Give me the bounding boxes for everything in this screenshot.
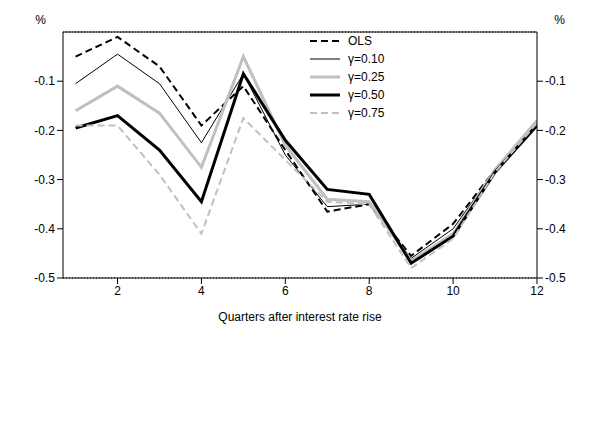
svg-text:Quarters after interest rate r: Quarters after interest rate rise bbox=[218, 310, 382, 324]
svg-text:-0.4: -0.4 bbox=[34, 222, 55, 236]
svg-text:-0.1: -0.1 bbox=[545, 74, 566, 88]
svg-text:-0.1: -0.1 bbox=[34, 74, 55, 88]
svg-text:10: 10 bbox=[446, 284, 460, 298]
svg-text:-0.3: -0.3 bbox=[34, 173, 55, 187]
svg-text:-0.5: -0.5 bbox=[34, 271, 55, 285]
svg-text:8: 8 bbox=[366, 284, 373, 298]
html-text:γ=0.25: γ=0.25 bbox=[348, 70, 385, 84]
svg-text:-0.4: -0.4 bbox=[545, 222, 566, 236]
svg-text:2: 2 bbox=[114, 284, 121, 298]
svg-text:12: 12 bbox=[530, 284, 544, 298]
html-text:OLS: OLS bbox=[348, 34, 372, 48]
html-text:γ=0.50: γ=0.50 bbox=[348, 88, 385, 102]
svg-text:-0.2: -0.2 bbox=[34, 124, 55, 138]
svg-text:%: % bbox=[35, 13, 46, 27]
svg-text:6: 6 bbox=[282, 284, 289, 298]
svg-text:4: 4 bbox=[198, 284, 205, 298]
svg-text:-0.5: -0.5 bbox=[545, 271, 566, 285]
svg-text:-0.2: -0.2 bbox=[545, 124, 566, 138]
svg-text:-0.3: -0.3 bbox=[545, 173, 566, 187]
html-text:γ=0.10: γ=0.10 bbox=[348, 52, 385, 66]
html-text:γ=0.75: γ=0.75 bbox=[348, 106, 385, 120]
svg-text:%: % bbox=[554, 13, 565, 27]
